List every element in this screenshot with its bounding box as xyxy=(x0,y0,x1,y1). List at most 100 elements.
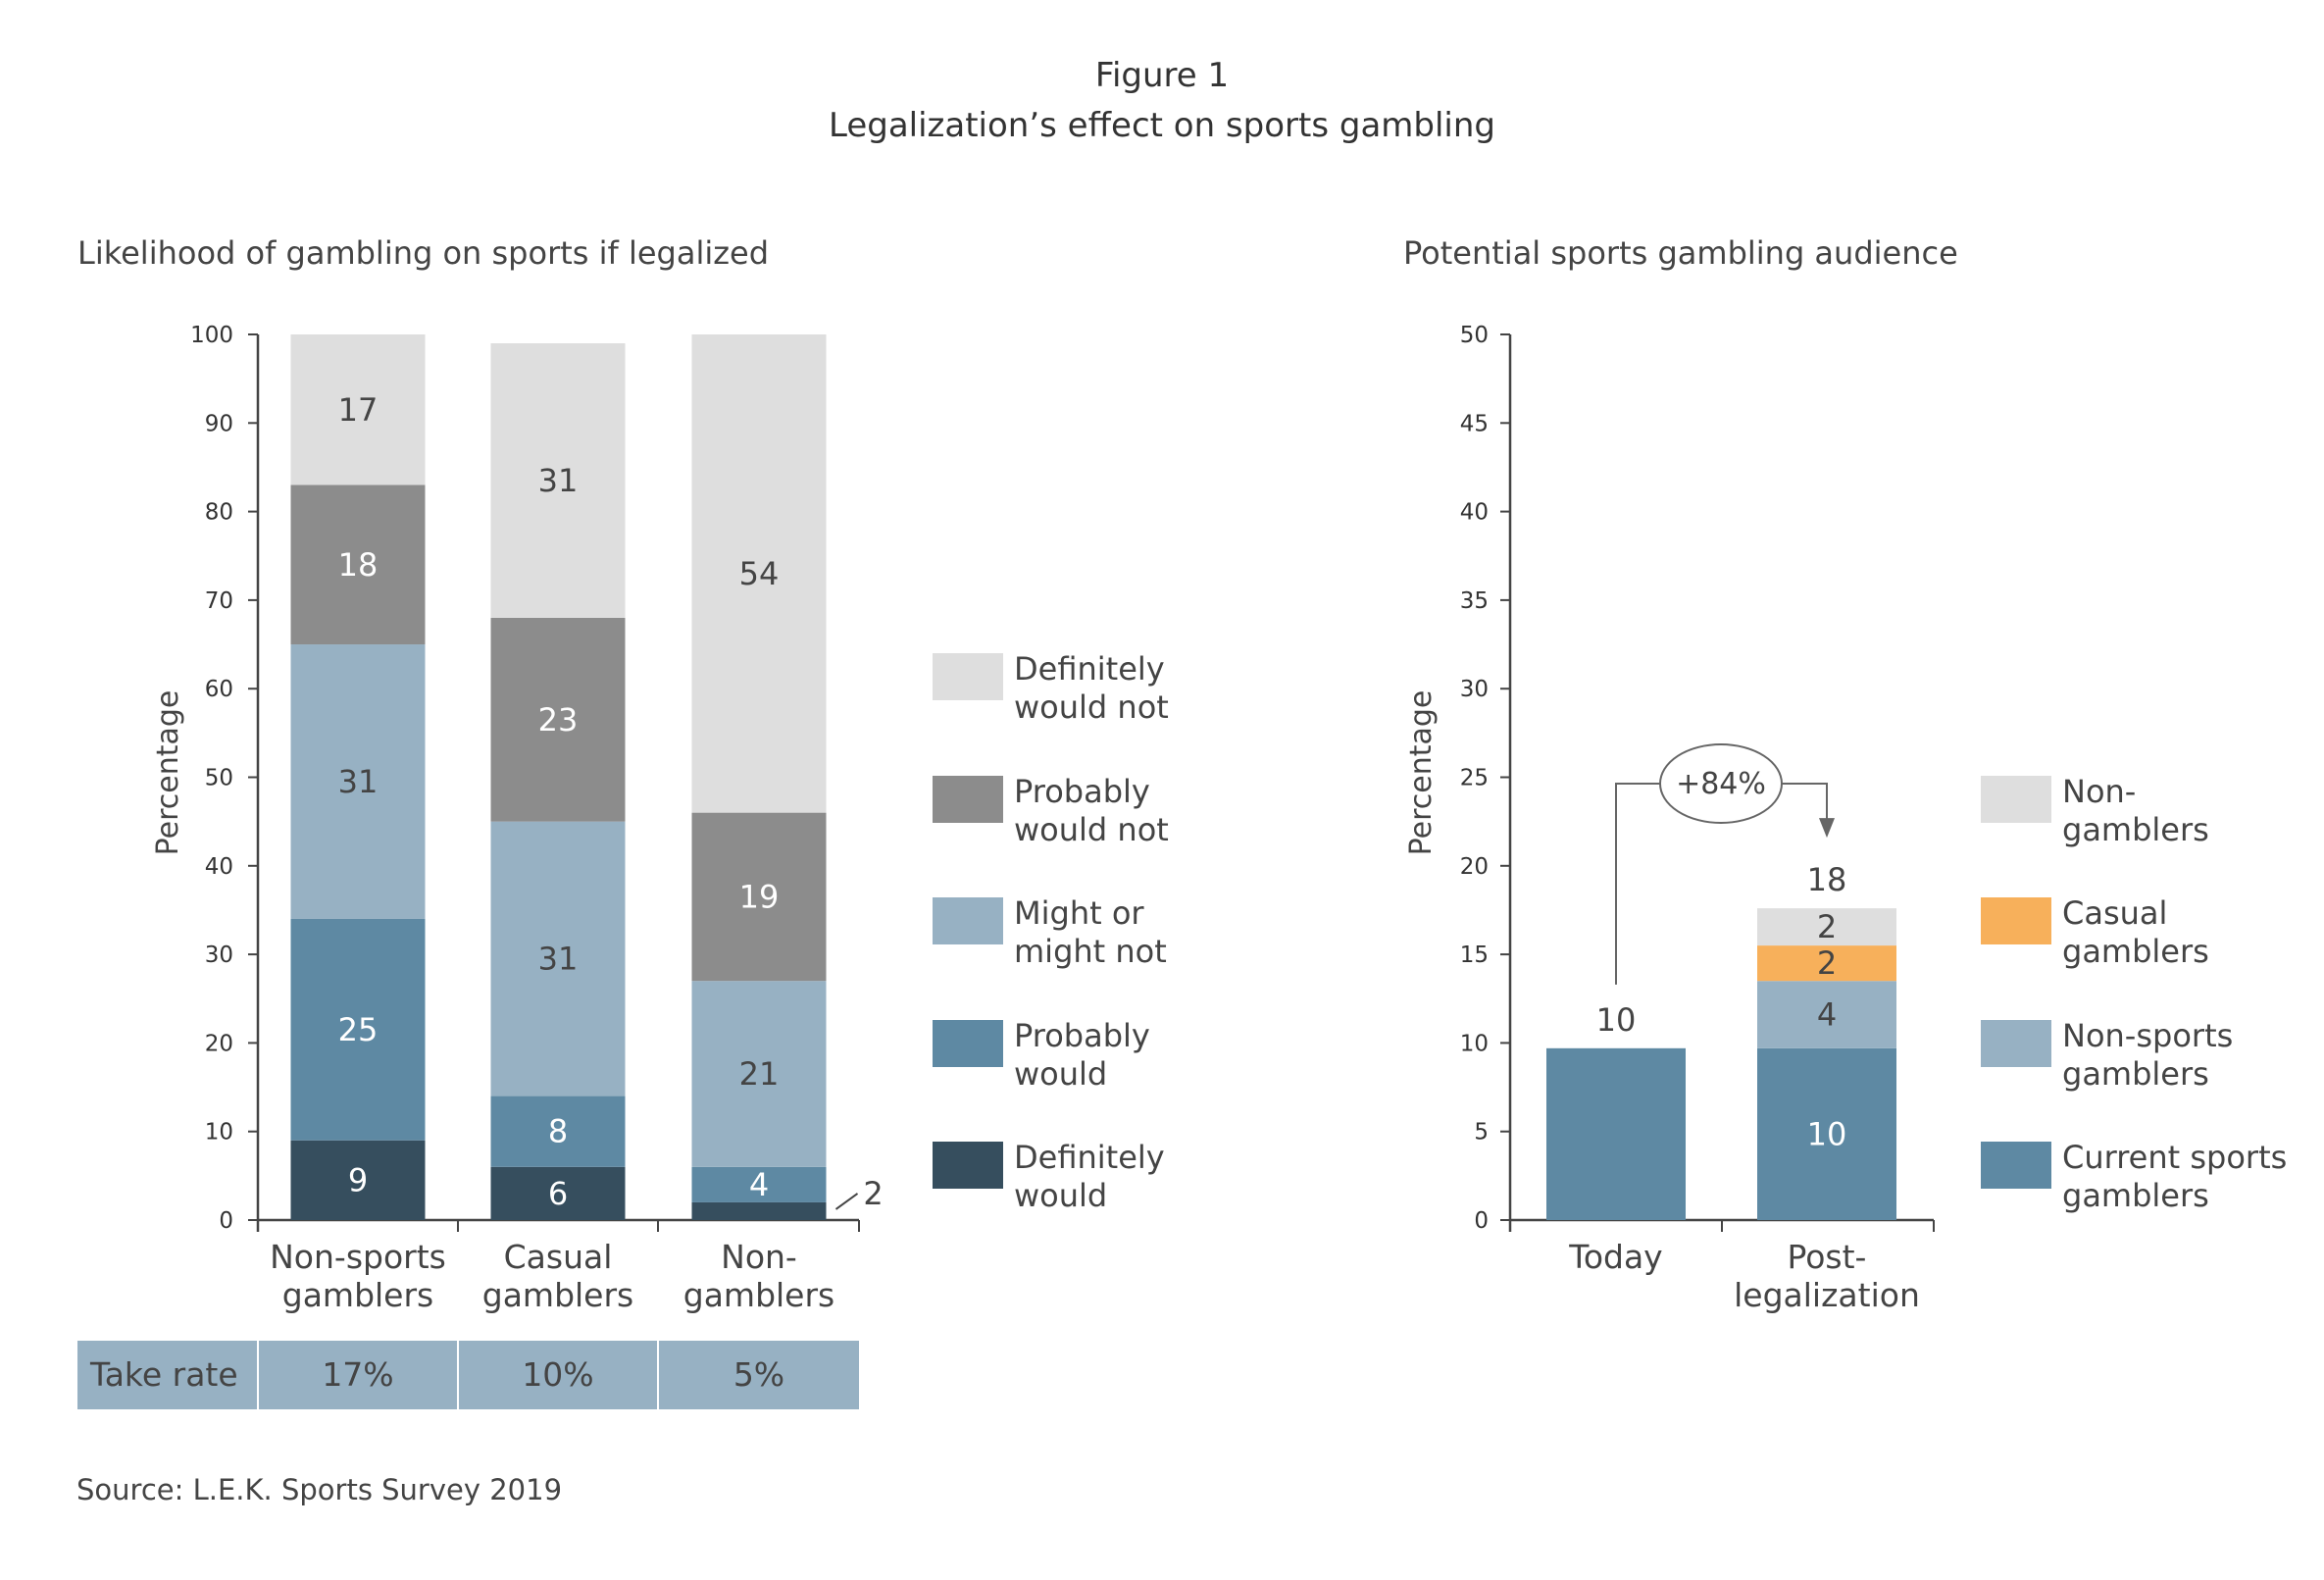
likelihood-y-tick-label: 100 xyxy=(190,323,233,348)
likelihood-y-tick-label: 70 xyxy=(205,588,233,614)
figure-title: Legalization’s effect on sports gambling xyxy=(829,106,1495,145)
likelihood-y-tick-label: 80 xyxy=(205,500,233,526)
likelihood-y-axis-title: Percentage xyxy=(151,690,185,856)
likelihood-bar-value: 4 xyxy=(749,1166,769,1203)
audience-category-label: Today xyxy=(1568,1238,1662,1276)
likelihood-bar-segment xyxy=(490,343,626,618)
likelihood-bar-segment xyxy=(691,981,827,1167)
take-rate-value: 5% xyxy=(733,1355,784,1394)
growth-annotation-label: +84% xyxy=(1676,767,1766,801)
growth-annotation-oval xyxy=(1659,743,1783,824)
audience-bar-value: 2 xyxy=(1817,944,1837,982)
growth-connector-right xyxy=(1782,783,1828,821)
likelihood-y-tick-label: 0 xyxy=(219,1208,233,1234)
likelihood-legend-label: Definitely would not xyxy=(1014,650,1169,726)
likelihood-bar-value: 21 xyxy=(739,1055,780,1093)
likelihood-bar-segment xyxy=(490,617,626,822)
audience-y-tick-label: 30 xyxy=(1460,677,1489,702)
audience-legend-label: Non-sports gamblers xyxy=(2062,1017,2233,1093)
likelihood-bar-segment xyxy=(290,1140,426,1220)
audience-bar-segment xyxy=(1757,908,1896,946)
audience-y-axis-title: Percentage xyxy=(1404,690,1439,856)
audience-bar-segment xyxy=(1757,945,1896,982)
likelihood-y-tick-label: 20 xyxy=(205,1031,233,1056)
audience-legend-swatch xyxy=(1981,1142,2051,1189)
likelihood-bar-value: 2 xyxy=(863,1175,883,1212)
likelihood-bar-segment xyxy=(691,334,827,813)
likelihood-bar-segment xyxy=(691,812,827,982)
growth-arrow-icon xyxy=(1819,818,1835,839)
likelihood-y-tick-label: 10 xyxy=(205,1120,233,1146)
likelihood-bar-value: 31 xyxy=(538,941,579,978)
take-rate-value: 17% xyxy=(322,1355,393,1394)
take-rate-cell xyxy=(259,1341,457,1409)
audience-legend-swatch xyxy=(1981,1020,2051,1067)
audience-y-tick-label: 45 xyxy=(1460,411,1489,436)
likelihood-bar-value: 31 xyxy=(338,763,379,800)
likelihood-bar-value: 31 xyxy=(538,462,579,499)
likelihood-bar-segment xyxy=(490,821,626,1096)
likelihood-bar-value: 18 xyxy=(338,546,379,584)
likelihood-bar-value: 6 xyxy=(548,1175,568,1212)
likelihood-bar-value: 23 xyxy=(538,701,579,739)
audience-chart: Potential sports gambling audience Perce… xyxy=(1403,234,2287,1314)
take-rate-label: Take rate xyxy=(89,1355,238,1394)
audience-category-label: Post-legalization xyxy=(1734,1238,1920,1314)
likelihood-y-tick-label: 30 xyxy=(205,943,233,968)
likelihood-legend-swatch xyxy=(933,1020,1003,1067)
likelihood-bar-segment xyxy=(290,918,426,1141)
audience-legend-label: Non-gamblers xyxy=(2062,773,2209,848)
likelihood-bar-value: 9 xyxy=(348,1161,368,1198)
likelihood-legend-swatch xyxy=(933,1142,1003,1189)
audience-y-tick-label: 15 xyxy=(1460,943,1489,968)
audience-bar-value: 10 xyxy=(1807,1115,1847,1152)
audience-legend-label: Casual gamblers xyxy=(2062,894,2209,970)
likelihood-callout-line xyxy=(834,1193,859,1210)
likelihood-y-tick-label: 60 xyxy=(205,677,233,702)
audience-bar-segment xyxy=(1757,981,1896,1048)
likelihood-y-tick-label: 50 xyxy=(205,766,233,791)
take-rate-label-cell xyxy=(77,1341,257,1409)
likelihood-legend-label: Definitely would xyxy=(1014,1139,1165,1214)
likelihood-bar-segment xyxy=(290,484,426,645)
likelihood-bar-segment xyxy=(290,334,426,485)
likelihood-legend-swatch xyxy=(933,776,1003,823)
take-rate-cell xyxy=(459,1341,657,1409)
likelihood-bar-value: 25 xyxy=(338,1011,379,1048)
likelihood-chart-title: Likelihood of gambling on sports if lega… xyxy=(77,234,769,272)
take-rate-cell xyxy=(659,1341,859,1409)
audience-legend-swatch xyxy=(1981,897,2051,944)
take-rate-value: 10% xyxy=(522,1355,593,1394)
likelihood-bar-value: 19 xyxy=(739,878,780,915)
likelihood-bar-value: 8 xyxy=(548,1113,568,1150)
likelihood-category-label: Non-sports gamblers xyxy=(270,1238,446,1314)
audience-bar-segment xyxy=(1546,1047,1686,1220)
likelihood-bar-segment xyxy=(691,1201,827,1220)
likelihood-chart: Likelihood of gambling on sports if lega… xyxy=(77,234,1169,1409)
audience-chart-title: Potential sports gambling audience xyxy=(1403,234,1958,272)
audience-y-tick-label: 25 xyxy=(1460,766,1489,791)
likelihood-bar-value: 17 xyxy=(338,391,379,429)
likelihood-bar-segment xyxy=(490,1166,626,1220)
audience-y-tick-label: 0 xyxy=(1474,1208,1489,1234)
audience-y-tick-label: 40 xyxy=(1460,500,1489,526)
audience-bar-total: 18 xyxy=(1807,861,1847,898)
likelihood-bar-segment xyxy=(691,1166,827,1202)
audience-bar-segment xyxy=(1757,1047,1896,1220)
audience-legend-label: Current sports gamblers xyxy=(2062,1139,2287,1214)
likelihood-legend-label: Probably would not xyxy=(1014,773,1169,848)
likelihood-y-tick-label: 40 xyxy=(205,854,233,880)
likelihood-legend-label: Might or might not xyxy=(1014,894,1167,970)
likelihood-legend-label: Probably would xyxy=(1014,1017,1150,1093)
likelihood-bar-segment xyxy=(490,1096,626,1167)
audience-y-tick-label: 35 xyxy=(1460,588,1489,614)
likelihood-y-tick-label: 90 xyxy=(205,411,233,436)
figure-label: Figure 1 xyxy=(1095,56,1229,95)
likelihood-category-label: Casual gamblers xyxy=(482,1238,634,1314)
audience-y-tick-label: 20 xyxy=(1460,854,1489,880)
source-note: Source: L.E.K. Sports Survey 2019 xyxy=(76,1473,562,1506)
audience-y-tick-label: 10 xyxy=(1460,1031,1489,1056)
audience-y-tick-label: 5 xyxy=(1474,1120,1489,1146)
likelihood-category-label: Non-gamblers xyxy=(683,1238,835,1314)
